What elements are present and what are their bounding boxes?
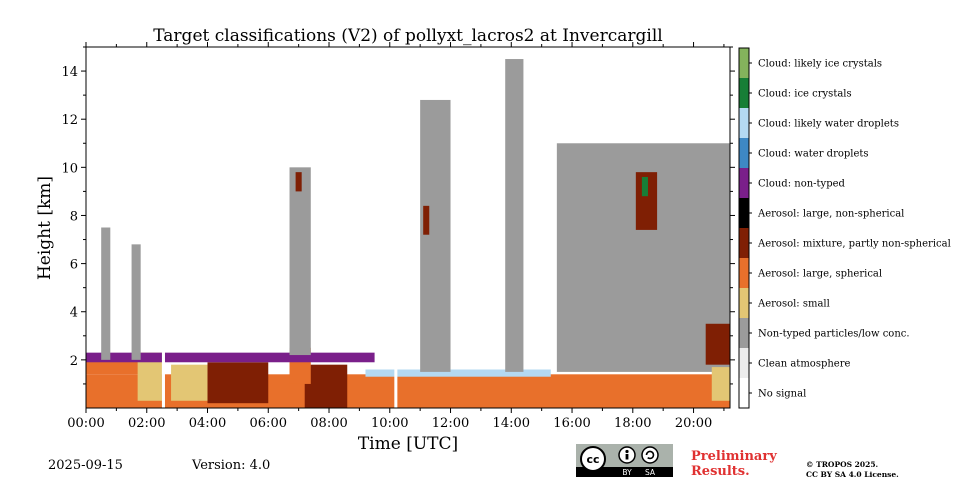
plot-area: [86, 47, 730, 408]
sa-icon-arrow: [645, 450, 655, 460]
colorbar-swatch: [739, 288, 749, 318]
colorbar-label: Aerosol: mixture, partly non-spherical: [757, 239, 951, 250]
class-region-12: [289, 167, 311, 356]
colorbar-label: Cloud: likely ice crystals: [758, 59, 882, 70]
by-label: BY: [622, 468, 632, 477]
version-label: Version: 4.0: [192, 458, 271, 473]
colorbar-frame: [738, 47, 750, 409]
x-tick-label: 06:00: [250, 416, 287, 431]
y-tick-label: 6: [70, 258, 78, 273]
x-tick-label: 12:00: [432, 416, 469, 431]
x-axis-label: Time [UTC]: [358, 434, 458, 454]
class-region-13: [295, 172, 302, 192]
chart-title: Target classifications (V2) of pollyxt_l…: [153, 26, 662, 46]
colorbar-label: Aerosol: large, non-spherical: [757, 209, 904, 220]
colorbar-swatch: [739, 108, 749, 138]
colorbar-label: Clean atmosphere: [758, 359, 851, 370]
sa-icon: [641, 446, 659, 464]
x-tick-label: 04:00: [189, 416, 226, 431]
y-tick-label: 8: [70, 209, 78, 224]
class-region-16: [505, 59, 524, 372]
x-tick-label: 20:00: [675, 416, 712, 431]
copyright-line-2: CC BY SA 4.0 License.: [806, 470, 899, 479]
colorbar-swatch: [739, 168, 749, 198]
x-tick-label: 08:00: [310, 416, 347, 431]
y-axis-label: Height [km]: [35, 176, 55, 280]
colorbar-swatch: [739, 138, 749, 168]
x-tick-label: 14:00: [493, 416, 530, 431]
no-data-gap-2: [394, 47, 398, 408]
copyright-line-1: © TROPOS 2025.: [806, 460, 879, 469]
x-tick-label: 02:00: [128, 416, 165, 431]
colorbar-label: Non-typed particles/low conc.: [758, 329, 910, 340]
class-region-10: [101, 227, 111, 360]
by-icon-body: [625, 454, 629, 460]
plot-frame: [85, 46, 731, 409]
colorbar-swatch: [739, 78, 749, 108]
class-region-4: [171, 364, 208, 401]
class-region-5: [207, 362, 269, 404]
class-region-11: [131, 244, 141, 360]
class-region-6: [304, 364, 348, 408]
colorbar-swatch: [739, 318, 749, 348]
class-region-8: [86, 352, 375, 363]
class-region-18: [635, 172, 658, 230]
colorbar-swatch: [739, 48, 749, 78]
by-icon-head: [625, 449, 629, 454]
colorbar-label: Cloud: likely water droplets: [758, 119, 899, 130]
colorbar-swatch: [739, 378, 749, 408]
cc-icon: [580, 446, 606, 472]
sa-label: SA: [645, 468, 656, 477]
class-region-15: [423, 205, 430, 235]
class-region-20: [705, 323, 730, 365]
y-tick-label: 2: [70, 354, 78, 369]
no-data-gap-1: [161, 47, 165, 408]
colorbar-legend: No signal Clean atmosphere Non-typed parti…: [738, 47, 951, 409]
colorbar-swatch: [739, 228, 749, 258]
colorbar-label: Aerosol: large, spherical: [757, 269, 882, 280]
colorbar-label: No signal: [758, 389, 806, 400]
y-tick-label: 12: [61, 113, 78, 128]
class-region-21: [711, 367, 730, 401]
x-tick-label: 16:00: [553, 416, 590, 431]
colorbar-swatch: [739, 348, 749, 378]
colorbar-label: Aerosol: small: [757, 299, 830, 310]
y-axis: 2 4 6 8 10 12 14: [61, 46, 735, 385]
date-label: 2025-09-15: [48, 458, 123, 473]
y-tick-label: 4: [70, 306, 78, 321]
preliminary-results-note: Preliminary Results.: [691, 449, 777, 479]
x-tick-label: 18:00: [614, 416, 651, 431]
class-region-19: [641, 176, 648, 197]
colorbar-swatch: [739, 198, 749, 228]
colorbar-swatch: [739, 258, 749, 288]
class-region-9: [365, 369, 551, 377]
class-region-14: [420, 99, 451, 372]
x-tick-label: 00:00: [67, 416, 104, 431]
colorbar-label: Cloud: ice crystals: [758, 89, 852, 100]
y-tick-label: 14: [61, 65, 78, 80]
y-tick-label: 10: [61, 161, 78, 176]
cc-icon-text: cc: [586, 453, 599, 466]
colorbar-label: Cloud: non-typed: [758, 179, 846, 190]
x-tick-label: 10:00: [371, 416, 408, 431]
colorbar-label: Cloud: water droplets: [758, 149, 869, 160]
x-axis: 00:00 02:00 04:00 06:00 08:00 10:00 12:00 14:00…: [67, 42, 725, 431]
copyright-note: © TROPOS 2025. CC BY SA 4.0 License.: [806, 460, 899, 480]
cc-license-badge: cc BY SA: [576, 444, 673, 477]
